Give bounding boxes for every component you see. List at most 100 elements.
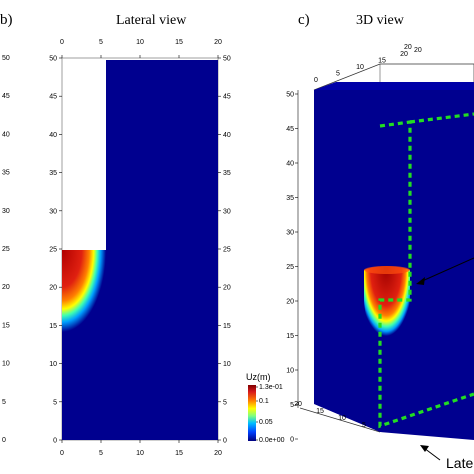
panel-c-left-tick-label: 5	[290, 402, 294, 409]
panel-c-bottom-tick-label: 20	[294, 401, 302, 408]
panel-b-right-tick-label: 25	[223, 247, 231, 254]
panel-c-arrow-lower-head	[420, 445, 429, 452]
panel-b-left-tick-label: 40	[49, 132, 57, 139]
panel-c-arrow-upper-head	[416, 277, 425, 285]
panel-b-right-tick-label: 20	[223, 285, 231, 292]
panel-c-arrow-upper	[419, 257, 474, 283]
panel-c-left-tick-label: 25	[286, 264, 294, 271]
panel-b-left-tick-label: 35	[49, 170, 57, 177]
panel-b-left-tick-label: 30	[49, 208, 57, 215]
panel-a-tick-label: 15	[2, 322, 10, 329]
panel-c-left-tick-label: 45	[286, 126, 294, 133]
colorbar: Uz(m) 1.3e-01 0.1 0.05 0.0e+00	[246, 372, 285, 444]
panel-c-top-tick-label: 5	[336, 71, 340, 78]
panel-b-right-tick-label: 50	[223, 56, 231, 63]
panel-b-top-tick-label: 15	[175, 39, 183, 46]
colorbar-title: Uz(m)	[246, 372, 271, 382]
panel-b-title: Lateral view	[116, 13, 187, 28]
panel-c-top-ticks: 0 5 10 15 20	[314, 51, 408, 84]
panel-b-top-tick-label: 20	[214, 39, 222, 46]
panel-b-top-tick-label: 0	[60, 39, 64, 46]
panel-c-top-tick-label: 15	[378, 58, 386, 65]
panel-b-bottom-ticks: 0 5 10 15 20	[60, 440, 222, 457]
panel-b-right-tick-label: 5	[223, 399, 227, 406]
panel-b-right-tick-label: 15	[223, 323, 231, 330]
panel-c-top-tick-label: 0	[314, 77, 318, 84]
panel-a-tick-label: 45	[2, 93, 10, 100]
panel-c-top-face	[314, 82, 474, 90]
panel-b-left-tick-label: 45	[49, 94, 57, 101]
panel-c-blob-top	[364, 266, 410, 274]
panel-c-left-tick-label: 35	[286, 195, 294, 202]
panel-c-title: 3D view	[356, 13, 405, 28]
panel-c-lateral-slice-outline	[378, 120, 474, 429]
panel-c-bottom-tick-label: 15	[316, 408, 324, 415]
panel-c-bottom-ticks: 20 15 10 5	[294, 401, 366, 429]
panel-c-left-tick-label: 10	[286, 368, 294, 375]
panel-c-letter: c)	[298, 12, 310, 28]
panel-b-right-tick-label: 30	[223, 208, 231, 215]
panel-b-top-ticks: 0 5 10 15 20	[60, 39, 222, 58]
panel-c-displacement-field	[364, 266, 410, 338]
panel-b-left-tick-label: 25	[49, 247, 57, 254]
panel-c-bottom-edge	[299, 407, 381, 433]
panel-c-lateral-slice-top	[409, 112, 474, 124]
panel-b-right-tick-label: 10	[223, 361, 231, 368]
panel-c-left-tick-label: 15	[286, 333, 294, 340]
panel-a-tick-label: 5	[2, 399, 6, 406]
panel-b-bottom-tick-label: 15	[175, 450, 183, 457]
panel-c-left-tick-label: 20	[286, 299, 294, 306]
panel-b-bottom-tick-label: 5	[99, 450, 103, 457]
colorbar-label-min: 0.0e+00	[259, 437, 285, 444]
panel-b-left-tick-label: 5	[53, 399, 57, 406]
panel-b-right-tick-label: 0	[223, 438, 227, 445]
colorbar-gradient	[248, 385, 256, 441]
panel-b-left-tick-label: 10	[49, 361, 57, 368]
panel-b-top-tick-label: 5	[99, 39, 103, 46]
panel-c-domain	[314, 90, 474, 440]
panel-a-tick-label: 25	[2, 246, 10, 253]
panel-c-top-right-tick-2: 20	[414, 47, 422, 54]
colorbar-label-0-05: 0.05	[259, 419, 273, 426]
panel-a-tick-label: 30	[2, 208, 10, 215]
panel-b-right-tick-label: 45	[223, 94, 231, 101]
panel-a-tick-label: 10	[2, 361, 10, 368]
panel-b: b) Lateral view 0 5 10 15 20 504540353025201…	[0, 12, 231, 457]
panel-c-lateral-label: Late	[446, 455, 473, 471]
panel-c-left-tick-label: 40	[286, 161, 294, 168]
panel-b-bottom-tick-label: 10	[136, 450, 144, 457]
panel-b-left-tick-label: 15	[49, 323, 57, 330]
panel-b-letter: b)	[0, 12, 13, 28]
panel-c-left-tick-label: 0	[290, 437, 294, 444]
panel-a-tick-label: 20	[2, 284, 10, 291]
panel-b-left-tick-label: 20	[49, 285, 57, 292]
panel-b-left-tick-label: 50	[49, 56, 57, 63]
panel-c-top-tick-label: 20	[400, 51, 408, 58]
panel-c-left-tick-label: 50	[286, 92, 294, 99]
panel-a-tick-label: 35	[2, 170, 10, 177]
panel-b-displacement-field	[62, 250, 122, 350]
panel-a-tick-label: 40	[2, 131, 10, 138]
panel-c-left-tick-label: 30	[286, 230, 294, 237]
panel-a-tick-label: 50	[2, 55, 10, 62]
colorbar-label-0-1: 0.1	[259, 398, 269, 405]
panel-a-tick-label: 0	[2, 437, 6, 444]
panel-c-top-right-tick: 20	[404, 44, 412, 51]
panel-b-bottom-tick-label: 20	[214, 450, 222, 457]
panel-b-left-tick-label: 0	[53, 438, 57, 445]
panel-c-bottom-tick-label: 10	[338, 415, 346, 422]
panel-c-arrow-lower	[423, 447, 441, 461]
colorbar-label-max: 1.3e-01	[259, 384, 283, 391]
panel-b-right-tick-label: 35	[223, 170, 231, 177]
panel-c-bottom-tick-label: 5	[362, 422, 366, 429]
panel-c-top-tick-label: 10	[356, 64, 364, 71]
panel-b-right-tick-label: 40	[223, 132, 231, 139]
panel-b-bottom-tick-label: 0	[60, 450, 64, 457]
panel-b-top-tick-label: 10	[136, 39, 144, 46]
